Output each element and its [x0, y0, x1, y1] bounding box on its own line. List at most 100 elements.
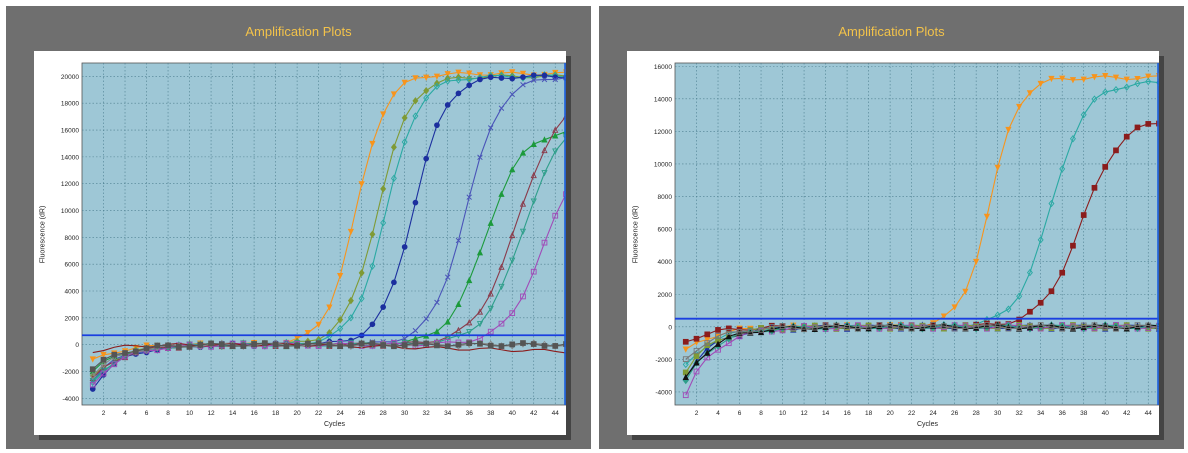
data-point [693, 368, 700, 375]
y-tick-label: 0 [75, 342, 79, 349]
data-point [412, 340, 419, 347]
data-point [348, 342, 354, 349]
data-point [455, 76, 462, 84]
data-point [693, 359, 700, 366]
data-point [326, 341, 333, 348]
data-point [390, 143, 397, 151]
data-point [973, 324, 980, 331]
data-point [1145, 121, 1152, 127]
data-point [498, 283, 505, 291]
data-point [1080, 111, 1087, 119]
data-point [337, 343, 343, 350]
data-point [725, 325, 732, 332]
data-point [1145, 77, 1152, 86]
data-point [1091, 95, 1098, 103]
data-point [1048, 199, 1055, 208]
y-axis-label: Fluorescence (dR) [632, 205, 640, 264]
data-point [444, 343, 451, 350]
data-point [487, 305, 494, 313]
data-point [520, 293, 526, 300]
data-point [1134, 124, 1141, 131]
amplification-chart-left: -4000 -2000 0 2000 4000 6000 8000 10000 12000 140… [61, 62, 566, 417]
data-point [541, 136, 548, 143]
x-tick-label: 44 [552, 410, 560, 417]
data-point [693, 335, 700, 342]
data-point [1091, 184, 1098, 191]
amplification-panel-right: Amplification Plots -4000 -2000 0 2000 4000 6… [599, 6, 1184, 449]
data-point [930, 322, 936, 328]
x-tick-label: 6 [145, 410, 149, 417]
data-point [358, 294, 365, 303]
y-tick-label: 0 [668, 324, 672, 331]
x-tick-label: 16 [843, 410, 851, 417]
y-tick-label: 16000 [61, 128, 79, 135]
data-point [520, 81, 526, 88]
data-point [444, 77, 451, 85]
data-point [315, 340, 322, 346]
data-point [994, 323, 1001, 330]
amplification-panel-left: Amplification Plots -4000 -2000 0 2000 4000 6… [6, 6, 591, 449]
x-tick-label: 4 [123, 410, 127, 417]
x-tick-label: 20 [293, 410, 301, 417]
data-point [940, 313, 948, 320]
data-point [444, 335, 451, 343]
data-point [1059, 75, 1066, 82]
data-point [412, 75, 419, 82]
data-point [218, 341, 225, 348]
data-point [476, 308, 484, 315]
data-point [477, 154, 483, 161]
data-point [477, 340, 483, 347]
data-point [1080, 76, 1087, 83]
x-tick-label: 6 [738, 410, 742, 417]
data-point [380, 342, 387, 348]
data-point [541, 170, 548, 177]
data-point [89, 378, 96, 387]
x-tick-label: 44 [1145, 410, 1153, 417]
data-point [1080, 212, 1087, 218]
data-point [434, 342, 440, 349]
y-tick-label: -4000 [655, 389, 672, 396]
data-point [1016, 325, 1023, 332]
data-point [412, 327, 419, 334]
series-8 [682, 322, 1159, 363]
data-point [433, 73, 441, 80]
data-point [466, 194, 472, 200]
data-point [1134, 322, 1141, 328]
data-point [530, 268, 537, 275]
data-point [509, 310, 516, 317]
data-point [380, 185, 387, 193]
data-point [433, 328, 441, 335]
data-point [390, 174, 397, 183]
data-point [401, 79, 408, 87]
data-point [186, 344, 193, 350]
data-point [951, 304, 958, 311]
data-point [552, 343, 559, 349]
x-tick-label: 14 [229, 410, 237, 417]
data-point [1059, 325, 1066, 332]
data-point [347, 314, 354, 322]
data-point [887, 322, 893, 329]
x-tick-label: 28 [380, 410, 388, 417]
data-point [122, 350, 128, 356]
x-tick-label: 40 [1102, 410, 1110, 417]
x-tick-label: 36 [1059, 410, 1067, 417]
data-point [509, 75, 516, 82]
x-tick-label: 24 [930, 410, 938, 417]
data-point [530, 341, 537, 347]
data-point [1145, 322, 1152, 329]
y-tick-label: -2000 [655, 357, 672, 364]
data-point [704, 340, 711, 346]
data-point [358, 181, 365, 188]
data-point [519, 200, 527, 207]
data-point [111, 351, 118, 358]
data-point [1113, 85, 1119, 94]
data-point [89, 356, 96, 363]
data-point [337, 316, 344, 324]
data-point [1026, 90, 1034, 97]
y-tick-label: 10000 [61, 208, 79, 215]
data-point [89, 371, 96, 380]
data-point [380, 111, 387, 118]
data-point [1016, 103, 1023, 111]
data-point [380, 219, 387, 227]
data-point [898, 325, 904, 332]
